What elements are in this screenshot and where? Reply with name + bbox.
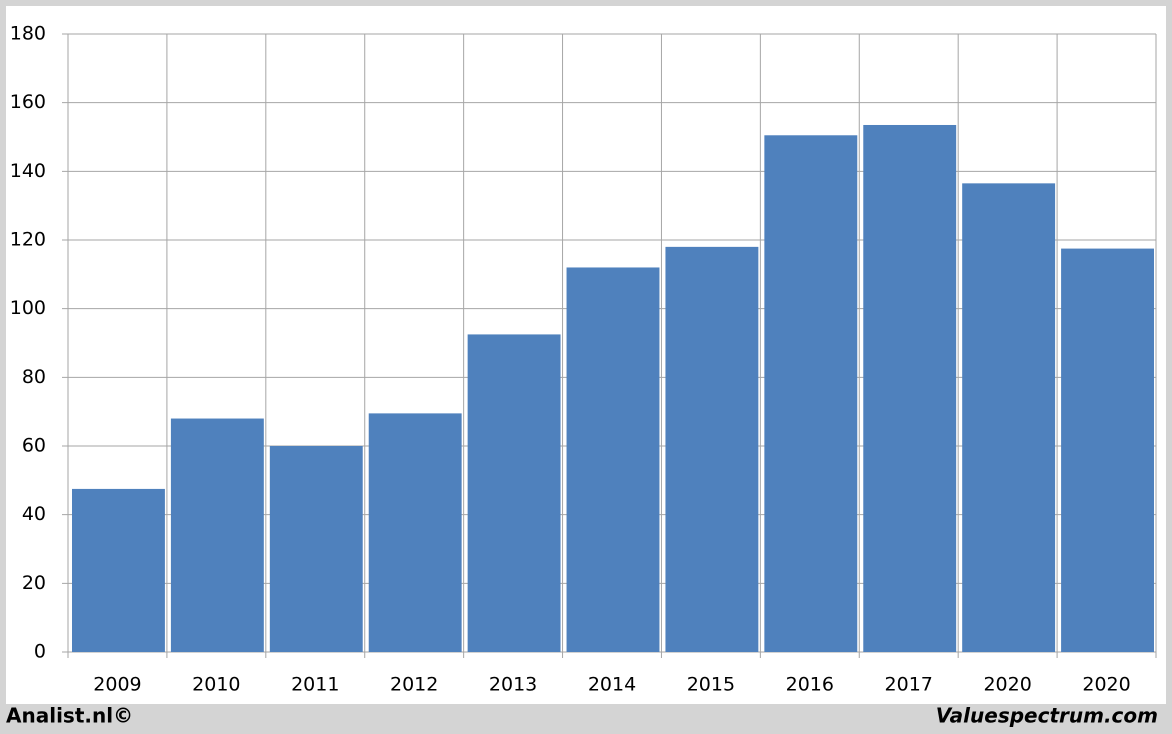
- bar: [962, 183, 1056, 652]
- bar: [1061, 248, 1154, 653]
- y-tick-label: 160: [10, 91, 46, 113]
- x-tick-label: 2015: [687, 674, 735, 696]
- x-tick-label: 2013: [489, 674, 537, 696]
- bar: [863, 124, 957, 652]
- y-tick-label: 140: [10, 160, 46, 182]
- source-left: Analist.nl©: [6, 704, 133, 728]
- x-tick-label: 2011: [291, 674, 339, 696]
- x-tick-label: 2009: [93, 674, 141, 696]
- bar: [72, 488, 165, 652]
- y-tick-label: 100: [10, 297, 46, 319]
- x-tick-label: 2017: [885, 674, 933, 696]
- y-tick-label: 0: [34, 641, 46, 663]
- bar: [764, 135, 858, 653]
- y-tick-label: 60: [22, 435, 46, 457]
- x-tick-label: 2020: [1082, 674, 1130, 696]
- source-right: Valuespectrum.com: [936, 704, 1158, 728]
- x-tick-label: 2020: [983, 674, 1031, 696]
- y-tick-label: 180: [10, 23, 46, 45]
- bar: [368, 413, 462, 652]
- y-tick-label: 80: [22, 366, 46, 388]
- bar: [467, 334, 561, 652]
- x-tick-label: 2012: [390, 674, 438, 696]
- bar: [170, 418, 264, 652]
- bar: [269, 446, 363, 652]
- y-tick-label: 20: [22, 572, 46, 594]
- x-tick-label: 2016: [786, 674, 834, 696]
- x-tick-label: 2010: [192, 674, 240, 696]
- x-tick-label: 2014: [588, 674, 636, 696]
- y-tick-label: 40: [22, 503, 46, 525]
- bar: [566, 267, 660, 652]
- y-tick-label: 120: [10, 229, 46, 251]
- bar: [665, 246, 759, 652]
